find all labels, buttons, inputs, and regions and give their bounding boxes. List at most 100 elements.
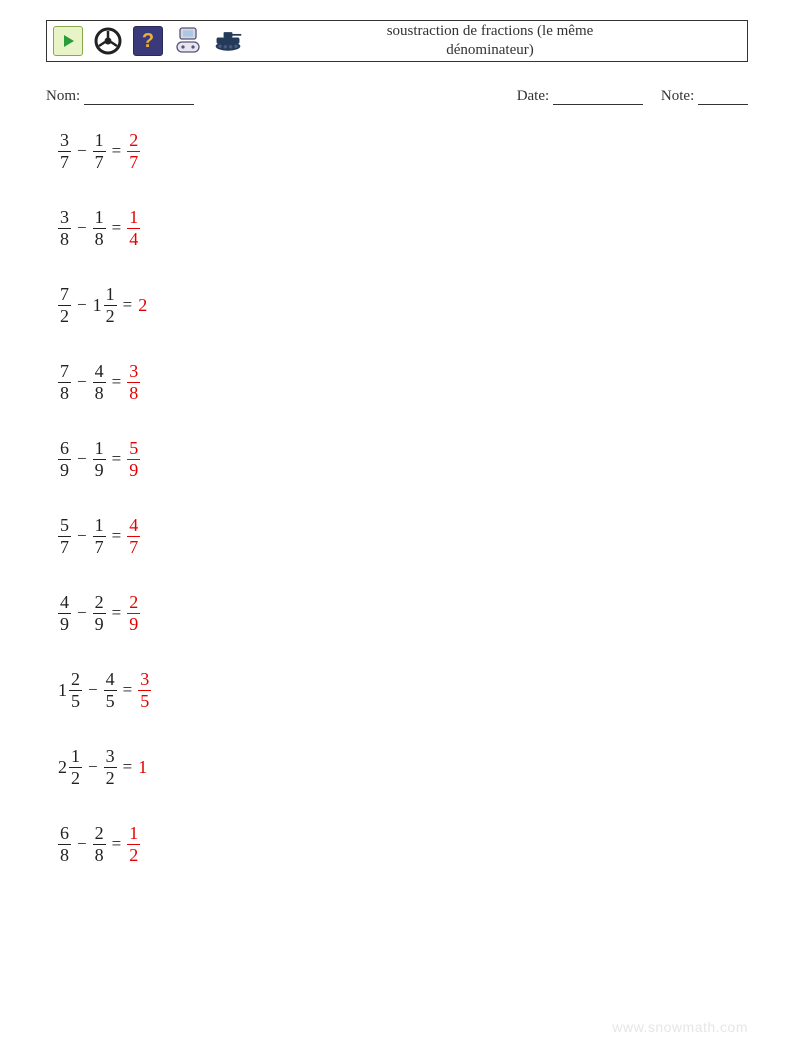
operand-fraction: 17 (93, 131, 106, 172)
answer-fraction: 38 (127, 362, 140, 403)
equals-sign: = (123, 680, 133, 700)
fraction: 45 (104, 670, 117, 711)
denominator: 8 (93, 228, 106, 249)
note-field: Note: (661, 88, 748, 105)
numerator: 4 (104, 670, 117, 690)
problem-row: 212−32=1 (58, 743, 748, 791)
worksheet-title: soustraction de fractions (le même dénom… (243, 22, 747, 60)
fraction: 19 (93, 439, 106, 480)
worksheet-page: ? (0, 0, 794, 1053)
problem-row: 38−18=14 (58, 204, 748, 252)
operand-fraction: 72 (58, 285, 71, 326)
minus-operator: − (77, 295, 87, 315)
equals-sign: = (123, 295, 133, 315)
denominator: 5 (138, 690, 151, 711)
fraction: 59 (127, 439, 140, 480)
denominator: 2 (127, 844, 140, 865)
fraction: 28 (93, 824, 106, 865)
problem-row: 78−48=38 (58, 358, 748, 406)
play-icon (53, 26, 83, 56)
title-line-2: dénominateur) (446, 42, 533, 58)
fraction: 37 (58, 131, 71, 172)
operand-fraction: 32 (104, 747, 117, 788)
numerator: 4 (93, 362, 106, 382)
numerator: 3 (104, 747, 117, 767)
problem-row: 57−17=47 (58, 512, 748, 560)
fraction: 48 (93, 362, 106, 403)
operand-fraction: 125 (58, 670, 82, 711)
numerator: 3 (138, 670, 151, 690)
denominator: 2 (104, 767, 117, 788)
denominator: 4 (127, 228, 140, 249)
numerator: 7 (58, 362, 71, 382)
fraction: 12 (69, 747, 82, 788)
minus-operator: − (77, 218, 87, 238)
numerator: 3 (58, 131, 71, 151)
name-label: Nom: (46, 88, 80, 104)
denominator: 7 (58, 536, 71, 557)
fraction: 69 (58, 439, 71, 480)
denominator: 7 (127, 151, 140, 172)
fraction: 12 (127, 824, 140, 865)
date-blank (553, 89, 643, 105)
title-line-1: soustraction de fractions (le même (387, 23, 594, 39)
answer-whole: 1 (138, 757, 147, 778)
denominator: 9 (93, 613, 106, 634)
watermark: www.snowmath.com (612, 1019, 748, 1035)
fraction: 38 (127, 362, 140, 403)
operand-fraction: 212 (58, 747, 82, 788)
denominator: 9 (93, 459, 106, 480)
denominator: 9 (127, 459, 140, 480)
denominator: 7 (93, 151, 106, 172)
answer-fraction: 12 (127, 824, 140, 865)
denominator: 9 (58, 613, 71, 634)
denominator: 8 (127, 382, 140, 403)
fraction: 14 (127, 208, 140, 249)
problem-row: 49−29=29 (58, 589, 748, 637)
answer-whole: 2 (138, 295, 147, 316)
note-blank (698, 89, 748, 105)
fraction: 29 (93, 593, 106, 634)
fraction: 78 (58, 362, 71, 403)
answer-fraction: 29 (127, 593, 140, 634)
equals-sign: = (112, 372, 122, 392)
fraction: 49 (58, 593, 71, 634)
denominator: 8 (93, 382, 106, 403)
denominator: 2 (58, 305, 71, 326)
denominator: 5 (104, 690, 117, 711)
numerator: 3 (58, 208, 71, 228)
denominator: 5 (69, 690, 82, 711)
operand-fraction: 69 (58, 439, 71, 480)
minus-operator: − (77, 603, 87, 623)
equals-sign: = (112, 603, 122, 623)
tank-icon (213, 26, 243, 56)
operand-fraction: 38 (58, 208, 71, 249)
operand-fraction: 68 (58, 824, 71, 865)
denominator: 7 (93, 536, 106, 557)
equals-sign: = (112, 526, 122, 546)
minus-operator: − (88, 757, 98, 777)
fraction: 35 (138, 670, 151, 711)
problem-row: 68−28=12 (58, 820, 748, 868)
minus-operator: − (77, 449, 87, 469)
numerator: 2 (127, 593, 140, 613)
numerator: 6 (58, 824, 71, 844)
fraction: 68 (58, 824, 71, 865)
equals-sign: = (123, 757, 133, 777)
numerator: 1 (69, 747, 82, 767)
operand-fraction: 78 (58, 362, 71, 403)
numerator: 5 (127, 439, 140, 459)
problem-row: 125−45=35 (58, 666, 748, 714)
fraction: 38 (58, 208, 71, 249)
operand-fraction: 49 (58, 593, 71, 634)
operand-fraction: 17 (93, 516, 106, 557)
operand-fraction: 45 (104, 670, 117, 711)
denominator: 8 (58, 228, 71, 249)
operand-fraction: 19 (93, 439, 106, 480)
equals-sign: = (112, 834, 122, 854)
fraction: 18 (93, 208, 106, 249)
fraction: 12 (104, 285, 117, 326)
icon-strip: ? (47, 26, 243, 56)
fraction: 32 (104, 747, 117, 788)
numerator: 1 (127, 824, 140, 844)
